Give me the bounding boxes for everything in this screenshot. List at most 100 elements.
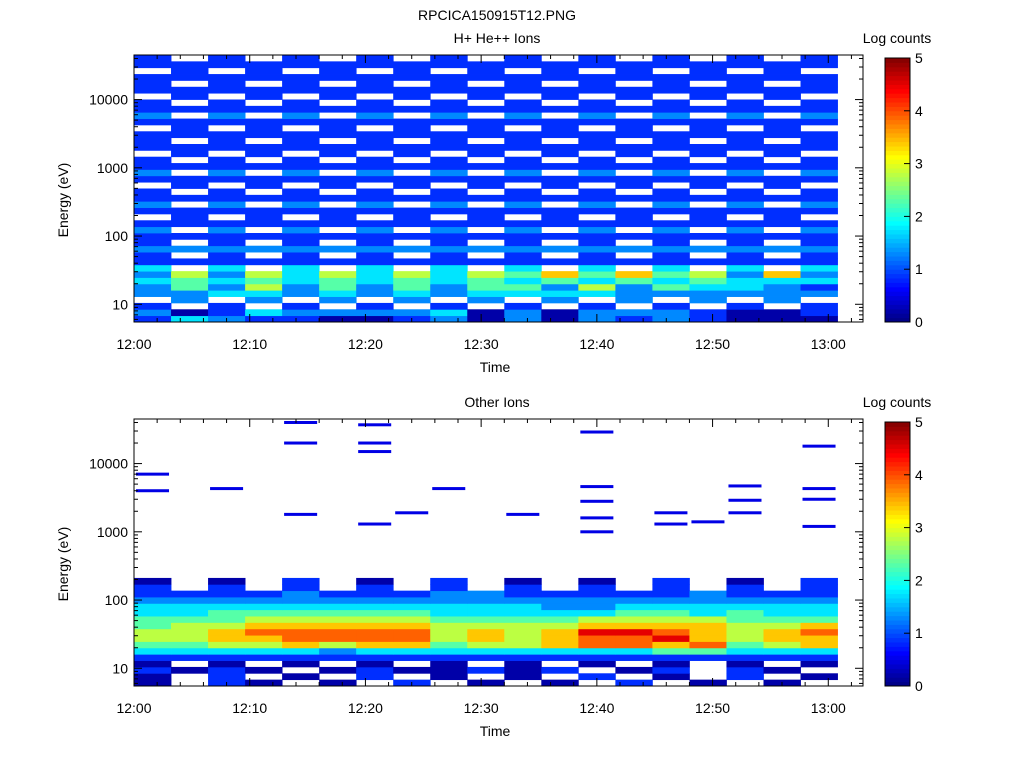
heatmap-cell xyxy=(171,597,209,604)
heatmap-cell xyxy=(319,609,357,617)
colorbar-segment xyxy=(885,234,910,239)
heatmap-cell xyxy=(134,144,172,151)
heatmap-cell xyxy=(245,628,283,636)
heatmap-cell xyxy=(800,169,838,177)
heatmap-cell xyxy=(208,245,246,253)
heatmap-cell xyxy=(504,577,542,585)
heatmap-cell xyxy=(134,584,172,592)
heatmap-cell xyxy=(282,654,320,661)
heatmap-cell xyxy=(800,112,838,119)
heatmap-cell xyxy=(393,654,431,661)
heatmap-cell xyxy=(171,296,209,304)
heatmap-cell xyxy=(800,277,838,285)
heatmap-cell xyxy=(393,245,431,253)
heatmap-cell xyxy=(615,105,653,113)
heatmap-cell xyxy=(726,315,764,323)
heatmap-cell xyxy=(578,194,616,202)
heatmap-cell xyxy=(245,61,283,69)
heatmap-cell xyxy=(800,80,838,88)
colorbar-segment xyxy=(885,282,910,288)
heatmap-cell xyxy=(356,188,394,196)
heatmap-cell xyxy=(763,67,801,75)
heatmap-cell xyxy=(615,628,653,636)
heatmap-cell xyxy=(578,590,616,598)
heatmap-cell xyxy=(134,80,172,88)
heatmap-cell xyxy=(541,609,579,617)
heatmap-cell xyxy=(356,245,394,253)
heatmap-cell xyxy=(689,74,727,81)
heatmap-cell xyxy=(284,512,318,516)
heatmap-cell xyxy=(171,603,209,611)
heatmap-cell xyxy=(652,233,690,240)
heatmap-cell xyxy=(578,239,616,247)
heatmap-cell xyxy=(319,74,357,81)
heatmap-cell xyxy=(282,131,320,139)
heatmap-cell xyxy=(800,609,838,617)
heatmap-cell xyxy=(319,61,357,69)
colorbar-segment xyxy=(885,422,910,427)
y-axis-label: Energy (eV) xyxy=(55,163,71,238)
heatmap-cell xyxy=(430,233,468,240)
heatmap-cell xyxy=(393,309,431,317)
heatmap-cell xyxy=(282,207,320,215)
colorbar-segment xyxy=(885,115,910,121)
heatmap-cell xyxy=(319,207,357,215)
colorbar-segment xyxy=(885,242,910,248)
heatmap-cell xyxy=(800,207,838,215)
heatmap-cell xyxy=(652,673,690,681)
heatmap-cell xyxy=(763,118,801,126)
heatmap-cell xyxy=(282,673,320,681)
heatmap-cell xyxy=(393,207,431,215)
heatmap-cell xyxy=(171,131,209,139)
heatmap-cell xyxy=(430,220,468,228)
heatmap-cell xyxy=(467,603,505,611)
heatmap-cell xyxy=(282,169,320,177)
heatmap-cell xyxy=(689,622,727,630)
heatmap-cell xyxy=(208,175,246,183)
heatmap-cell xyxy=(430,622,468,630)
heatmap-cell xyxy=(393,131,431,139)
colorbar-segment xyxy=(885,62,910,68)
heatmap-cell xyxy=(356,226,394,234)
colorbar-segment xyxy=(885,659,910,665)
heatmap-cell xyxy=(171,144,209,151)
heatmap-cell xyxy=(726,622,764,630)
heatmap-cell xyxy=(208,201,246,208)
colorbar-segment xyxy=(885,124,910,129)
colorbar-segment xyxy=(885,611,910,617)
heatmap-cell xyxy=(282,628,320,636)
colorbar-label: Log counts xyxy=(863,30,932,46)
heatmap-cell xyxy=(356,112,394,119)
heatmap-cell xyxy=(652,258,690,266)
heatmap-cell xyxy=(356,144,394,151)
heatmap-cell xyxy=(245,245,283,253)
heatmap-cell xyxy=(393,597,431,604)
heatmap-cell xyxy=(541,245,579,253)
heatmap-cell xyxy=(504,169,542,177)
heatmap-cell xyxy=(356,252,394,259)
heatmap-cell xyxy=(245,641,283,649)
heatmap-cell xyxy=(726,118,764,126)
heatmap-cell xyxy=(726,80,764,88)
heatmap-cell xyxy=(282,74,320,81)
heatmap-cell xyxy=(467,207,505,215)
heatmap-cell xyxy=(504,118,542,126)
heatmap-cell xyxy=(171,245,209,253)
heatmap-cell xyxy=(763,207,801,215)
heatmap-cell xyxy=(282,61,320,69)
heatmap-cell xyxy=(245,163,283,170)
colorbar-segment xyxy=(885,620,910,625)
colorbar-segment xyxy=(885,251,910,257)
x-tick-label: 12:50 xyxy=(695,336,730,352)
heatmap-cell xyxy=(652,603,690,611)
heatmap-cell xyxy=(467,283,505,291)
heatmap-cell xyxy=(615,296,653,304)
heatmap-cell xyxy=(800,163,838,170)
colorbar-tick-label: 3 xyxy=(915,156,923,172)
heatmap-cell xyxy=(282,622,320,630)
heatmap-cell xyxy=(134,616,172,623)
heatmap-cell xyxy=(615,666,653,674)
heatmap-cell xyxy=(800,622,838,630)
heatmap-cell xyxy=(134,309,172,317)
heatmap-cell xyxy=(689,93,727,100)
